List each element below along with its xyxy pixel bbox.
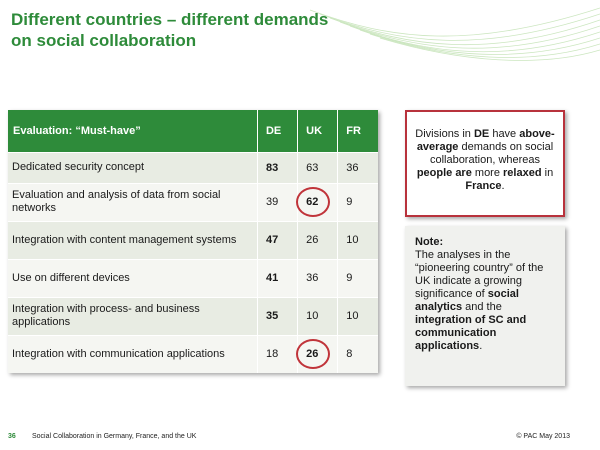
- cell-fr: 10: [337, 296, 378, 335]
- slide-title-line2: on social collaboration: [11, 31, 197, 50]
- cell-uk-circled: 26: [296, 334, 339, 373]
- table-row: Integration with process- and business a…: [8, 296, 378, 335]
- callout-emphasis: France: [465, 180, 502, 192]
- header-de: DE: [257, 110, 299, 152]
- slide-title-line1: Different countries – different demands: [11, 10, 329, 29]
- callout-box: Divisions in DE have above-average deman…: [405, 110, 565, 217]
- cell-de: 39: [257, 182, 299, 221]
- header-evaluation: Evaluation: “Must-have”: [8, 110, 258, 152]
- table-row: Integration with communication applicati…: [8, 334, 378, 373]
- row-label: Integration with communication applicati…: [8, 334, 258, 373]
- cell-de: 41: [257, 258, 299, 297]
- highlight-ring: [296, 187, 331, 217]
- page-number: 36: [8, 433, 16, 440]
- footer-text: Social Collaboration in Germany, France,…: [32, 433, 197, 440]
- must-have-table: Evaluation: “Must-have” DE UK FR Dedicat…: [8, 110, 378, 373]
- callout-emphasis: people are: [416, 167, 472, 179]
- note-emphasis: social analytics: [415, 288, 519, 313]
- header-uk: UK: [297, 110, 339, 152]
- callout-text: .: [501, 180, 505, 192]
- cell-uk: 63: [297, 151, 339, 183]
- table-row: Use on different devices 41 36 9: [8, 258, 378, 297]
- cell-fr: 10: [337, 220, 378, 259]
- note-box: Note: The analyses in the “pioneering cou…: [405, 226, 565, 386]
- cell-de: 18: [257, 334, 299, 373]
- row-label: Dedicated security concept: [8, 151, 258, 183]
- note-emphasis: integration of SC and communication appl…: [415, 314, 527, 352]
- cell-uk: 10: [297, 296, 339, 335]
- row-label: Integration with process- and business a…: [8, 296, 258, 335]
- callout-text: in: [541, 167, 554, 179]
- header-fr: FR: [337, 110, 378, 152]
- footer: 36 Social Collaboration in Germany, Fran…: [0, 433, 600, 445]
- cell-uk: 36: [297, 258, 339, 297]
- callout-text: have: [489, 128, 520, 140]
- cell-uk: 26: [297, 220, 339, 259]
- cell-uk-circled: 62: [296, 182, 339, 221]
- cell-de: 83: [257, 151, 299, 183]
- slide-title: Different countries – different demands …: [11, 9, 391, 51]
- callout-emphasis: DE: [473, 128, 490, 140]
- note-text: .: [479, 340, 483, 352]
- cell-fr: 8: [337, 334, 378, 373]
- callout-text: more: [471, 167, 504, 179]
- callout-emphasis: above-average: [416, 128, 555, 153]
- copyright: © PAC May 2013: [516, 433, 570, 440]
- cell-fr: 9: [337, 182, 378, 221]
- cell-de: 47: [257, 220, 299, 259]
- cell-de: 35: [257, 296, 299, 335]
- row-label: Evaluation and analysis of data from soc…: [8, 182, 258, 221]
- note-heading: Note:: [415, 236, 444, 248]
- decorative-swoosh: [309, 7, 600, 61]
- table-row: Dedicated security concept 83 63 36: [8, 151, 378, 183]
- table-row: Evaluation and analysis of data from soc…: [8, 182, 378, 221]
- highlight-circle: 62: [296, 187, 331, 217]
- cell-fr: 9: [337, 258, 378, 297]
- cell-fr: 36: [337, 151, 378, 183]
- row-label: Integration with content management syst…: [8, 220, 258, 259]
- highlight-circle: 26: [296, 339, 331, 370]
- highlight-ring: [296, 339, 331, 370]
- row-label: Use on different devices: [8, 258, 258, 297]
- table-header-row: Evaluation: “Must-have” DE UK FR: [8, 110, 378, 152]
- callout-emphasis: relaxed: [503, 167, 542, 179]
- table-row: Integration with content management syst…: [8, 220, 378, 259]
- callout-text: demands on social collaboration, whereas: [429, 141, 554, 166]
- note-text: The analyses in the “pioneering country”…: [415, 249, 544, 300]
- callout-text: Divisions in: [415, 128, 474, 140]
- note-text: and the: [462, 301, 502, 313]
